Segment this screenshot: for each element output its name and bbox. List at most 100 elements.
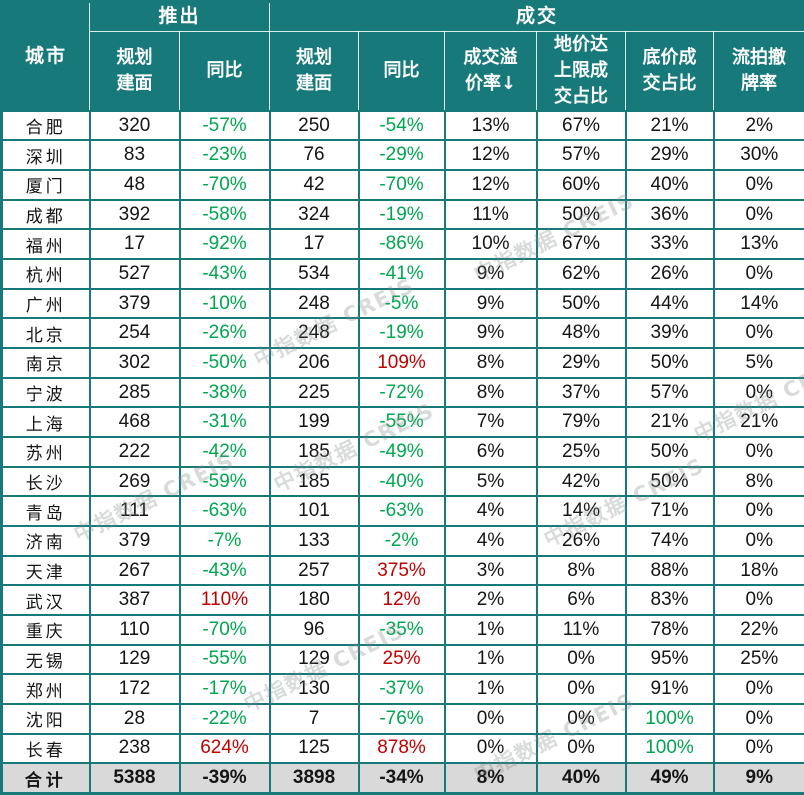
value-cell: 5% [712,347,804,379]
header-launch-yoy: 同比 [178,30,271,112]
value-cell: 285 [88,376,181,409]
table-row: 北京 254 -26% 248 -19% 9% 48% 39% 0% [0,317,804,350]
value-cell: -92% [178,228,271,261]
value-cell: 111 [88,495,181,528]
table-row: 郑州 172 -17% 130 -37% 1% 0% 91% 0% [0,673,804,705]
value-cell: 14% [535,495,627,528]
header-deal-planned-area: 规划 建面 [269,30,360,112]
value-cell: 0% [535,702,627,735]
value-cell: 0% [712,495,804,528]
city-cell: 重庆 [0,613,91,646]
value-cell: 13% [443,109,538,142]
value-cell: 95% [624,643,715,676]
value-cell: 28 [88,702,181,735]
table-row: 宁波 285 -38% 225 -72% 8% 37% 57% 0% [0,376,804,409]
value-cell: -2% [357,525,446,557]
value-cell: 527 [88,258,181,290]
city-cell: 天津 [0,554,91,587]
value-cell: 320 [88,109,181,142]
value-cell: 379 [88,287,181,320]
value-cell: 71% [624,495,715,528]
value-cell: -17% [178,673,271,705]
value-cell: 8% [535,554,627,587]
table-row: 青岛 111 -63% 101 -63% 4% 14% 71% 0% [0,495,804,528]
value-cell: 8% [712,465,804,498]
city-cell: 上海 [0,406,91,439]
value-cell: 39% [624,317,715,350]
table-row: 杭州 527 -43% 534 -41% 9% 62% 26% 0% [0,258,804,290]
value-cell: 129 [88,643,181,676]
table-body: 合肥 320 -57% 250 -54% 13% 67% 21% 2% 深圳 83 -23% 76 -29… [0,109,804,795]
value-cell: 74% [624,525,715,557]
value-cell: -38% [178,376,271,409]
city-cell: 郑州 [0,673,91,705]
value-cell: 26% [624,258,715,290]
value-cell: 534 [268,258,360,290]
value-cell: 0% [712,436,804,468]
value-cell: -19% [357,317,446,350]
value-cell: -22% [178,702,271,735]
value-cell: 248 [268,317,360,350]
value-cell: 250 [268,109,360,142]
value-cell: -43% [178,258,271,290]
table-row: 厦门 48 -70% 42 -70% 12% 60% 40% 0% [0,169,804,201]
value-cell: 12% [357,584,446,616]
value-cell: 206 [268,347,360,379]
value-cell: 30% [712,139,804,172]
value-cell: 13% [712,228,804,261]
value-cell: 0% [712,198,804,231]
table-row: 广州 379 -10% 248 -5% 9% 50% 44% 14% [0,287,804,320]
value-cell: 17 [268,228,360,261]
value-cell: 9% [712,762,804,795]
value-cell: 67% [535,228,627,261]
value-cell: 257 [268,554,360,587]
total-row: 合计 5388 -39% 3898 -34% 8% 40% 49% 9% [0,762,804,795]
value-cell: 83 [88,139,181,172]
value-cell: -40% [357,465,446,498]
value-cell: 4% [443,495,538,528]
value-cell: -86% [357,228,446,261]
value-cell: 7% [443,406,538,439]
header-city: 城市 [1,0,90,112]
value-cell: 0% [712,376,804,409]
value-cell: 199 [268,406,360,439]
value-cell: 468 [88,406,181,439]
table-row: 成都 392 -58% 324 -19% 11% 50% 36% 0% [0,198,804,231]
value-cell: -37% [357,673,446,705]
value-cell: 40% [624,169,715,201]
value-cell: 110 [88,613,181,646]
city-cell: 青岛 [0,495,91,528]
value-cell: 60% [535,169,627,201]
header-launch-planned-area: 规划 建面 [89,30,180,112]
value-cell: 9% [443,317,538,350]
value-cell: 62% [535,258,627,290]
value-cell: 42 [268,169,360,201]
value-cell: 1% [443,643,538,676]
value-cell: 0% [712,584,804,616]
value-cell: 11% [443,198,538,231]
value-cell: -49% [357,436,446,468]
value-cell: 25% [712,643,804,676]
city-cell: 北京 [0,317,91,350]
table-row: 南京 302 -50% 206 109% 8% 29% 50% 5% [0,347,804,379]
value-cell: 1% [443,613,538,646]
value-cell: 100% [624,702,715,735]
value-cell: 222 [88,436,181,468]
value-cell: 25% [535,436,627,468]
header-group-deal: 成交 [269,1,804,32]
value-cell: 130 [268,673,360,705]
value-cell: 238 [88,732,181,765]
value-cell: 9% [443,287,538,320]
value-cell: 387 [88,584,181,616]
header-group-launch: 推出 [88,1,271,32]
value-cell: 225 [268,376,360,409]
value-cell: 1% [443,673,538,705]
value-cell: 50% [624,436,715,468]
value-cell: -72% [357,376,446,409]
value-cell: 67% [535,109,627,142]
value-cell: 17 [88,228,181,261]
value-cell: 11% [535,613,627,646]
value-cell: 0% [535,643,627,676]
city-cell: 厦门 [0,169,91,201]
value-cell: 48% [535,317,627,350]
